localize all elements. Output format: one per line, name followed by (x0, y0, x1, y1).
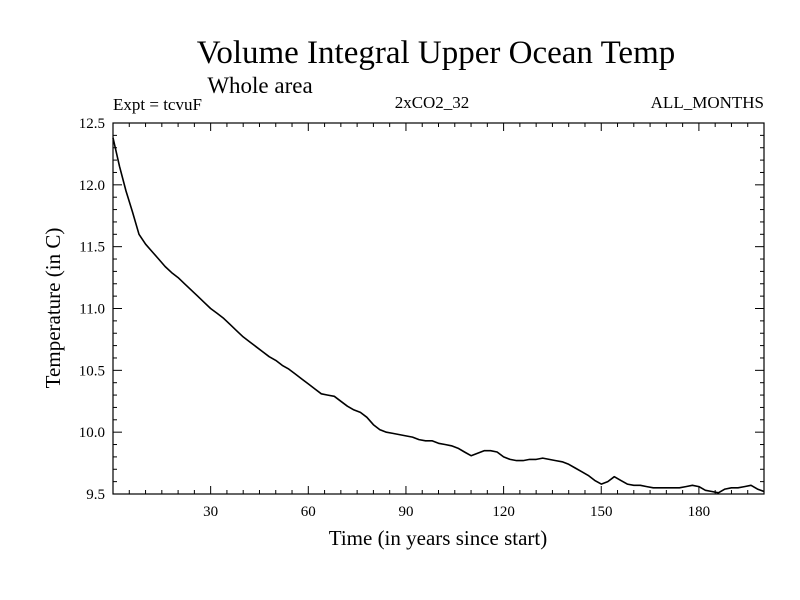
chart-subtitle: Whole area (207, 73, 312, 98)
experiment-label: Expt = tcvuF (113, 95, 202, 114)
x-axis-label: Time (in years since start) (329, 526, 548, 550)
y-tick-label: 10.0 (79, 425, 105, 441)
y-tick-label: 10.5 (79, 363, 105, 379)
chart-titles: Volume Integral Upper Ocean Temp Whole a… (113, 35, 764, 114)
x-tick-label: 150 (590, 504, 613, 520)
x-tick-label: 30 (203, 504, 218, 520)
series-group (112, 137, 765, 494)
series-line (112, 137, 765, 494)
y-tick-label: 9.5 (86, 487, 105, 503)
x-axis-ticks: 30 60 90 120 150 180 (128, 123, 749, 520)
y-tick-label: 12.5 (79, 116, 105, 132)
scenario-label: 2xCO2_32 (395, 93, 470, 112)
x-tick-label: 90 (398, 504, 413, 520)
y-tick-label: 11.5 (79, 240, 105, 256)
chart-title: Volume Integral Upper Ocean Temp (197, 35, 675, 71)
months-label: ALL_MONTHS (651, 93, 764, 112)
y-tick-label: 12.0 (79, 178, 105, 194)
x-tick-label: 180 (688, 504, 711, 520)
x-tick-label: 60 (301, 504, 316, 520)
y-axis-ticks: 9.5 10.0 10.5 11.0 11.5 12.0 12.5 (79, 116, 764, 503)
y-axis-label: Temperature (in C) (41, 228, 65, 389)
y-tick-label: 11.0 (79, 302, 105, 318)
x-tick-label: 120 (492, 504, 515, 520)
